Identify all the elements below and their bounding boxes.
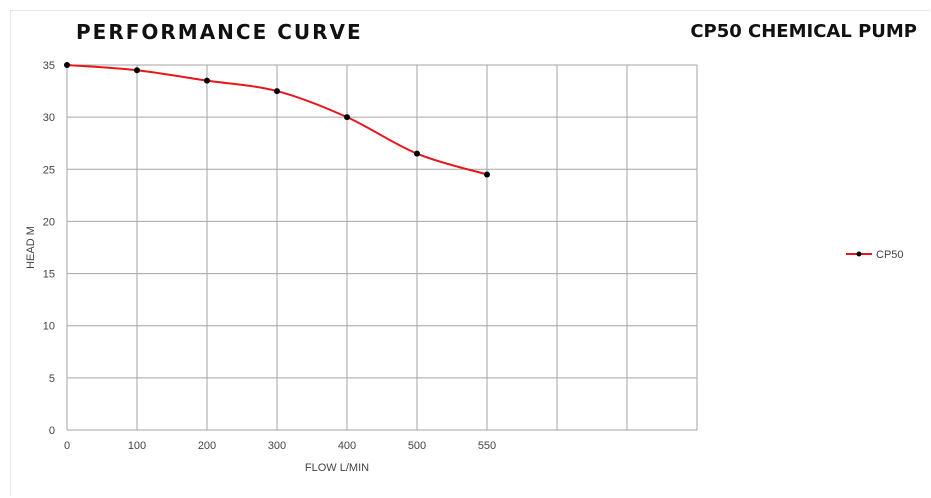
data-point — [484, 171, 490, 178]
chart-subtitle: CP50 CHEMICAL PUMP — [690, 21, 917, 42]
x-tick-label: 400 — [338, 440, 356, 452]
data-point — [64, 62, 70, 68]
x-tick-label: 100 — [128, 440, 146, 452]
legend-entry-cp50: CP50 — [876, 249, 904, 261]
y-tick-label: 30 — [43, 112, 55, 124]
x-tick-label: 300 — [268, 440, 286, 452]
y-tick-label: 10 — [43, 321, 55, 333]
data-point — [274, 88, 280, 95]
y-tick-label: 5 — [49, 373, 55, 385]
chart-frame — [10, 10, 930, 496]
legend-marker-icon — [856, 251, 862, 257]
x-axis-label: FLOW L/MIN — [305, 462, 369, 474]
x-tick-label: 200 — [198, 440, 216, 452]
y-tick-label: 20 — [43, 216, 55, 228]
x-tick-label: 550 — [478, 440, 496, 452]
y-tick-label: 0 — [49, 425, 55, 437]
y-axis-ticks: 0 5 10 15 20 25 30 35 — [43, 60, 55, 437]
y-tick-label: 25 — [43, 164, 55, 176]
y-tick-label: 15 — [43, 269, 55, 281]
series-markers — [64, 62, 490, 178]
x-axis-ticks: 0 100 200 300 400 500 550 — [64, 440, 496, 452]
data-point — [134, 67, 140, 74]
data-point — [414, 150, 420, 157]
data-point — [344, 114, 350, 121]
x-tick-label: 0 — [64, 440, 70, 452]
legend[interactable]: CP50 — [846, 249, 904, 261]
grid-lines — [66, 64, 698, 431]
x-tick-label: 500 — [408, 440, 426, 452]
chart-title: PERFORMANCE CURVE — [76, 20, 363, 44]
data-point — [204, 77, 210, 84]
y-axis-label: HEAD M — [25, 226, 37, 269]
y-tick-label: 35 — [43, 60, 55, 72]
